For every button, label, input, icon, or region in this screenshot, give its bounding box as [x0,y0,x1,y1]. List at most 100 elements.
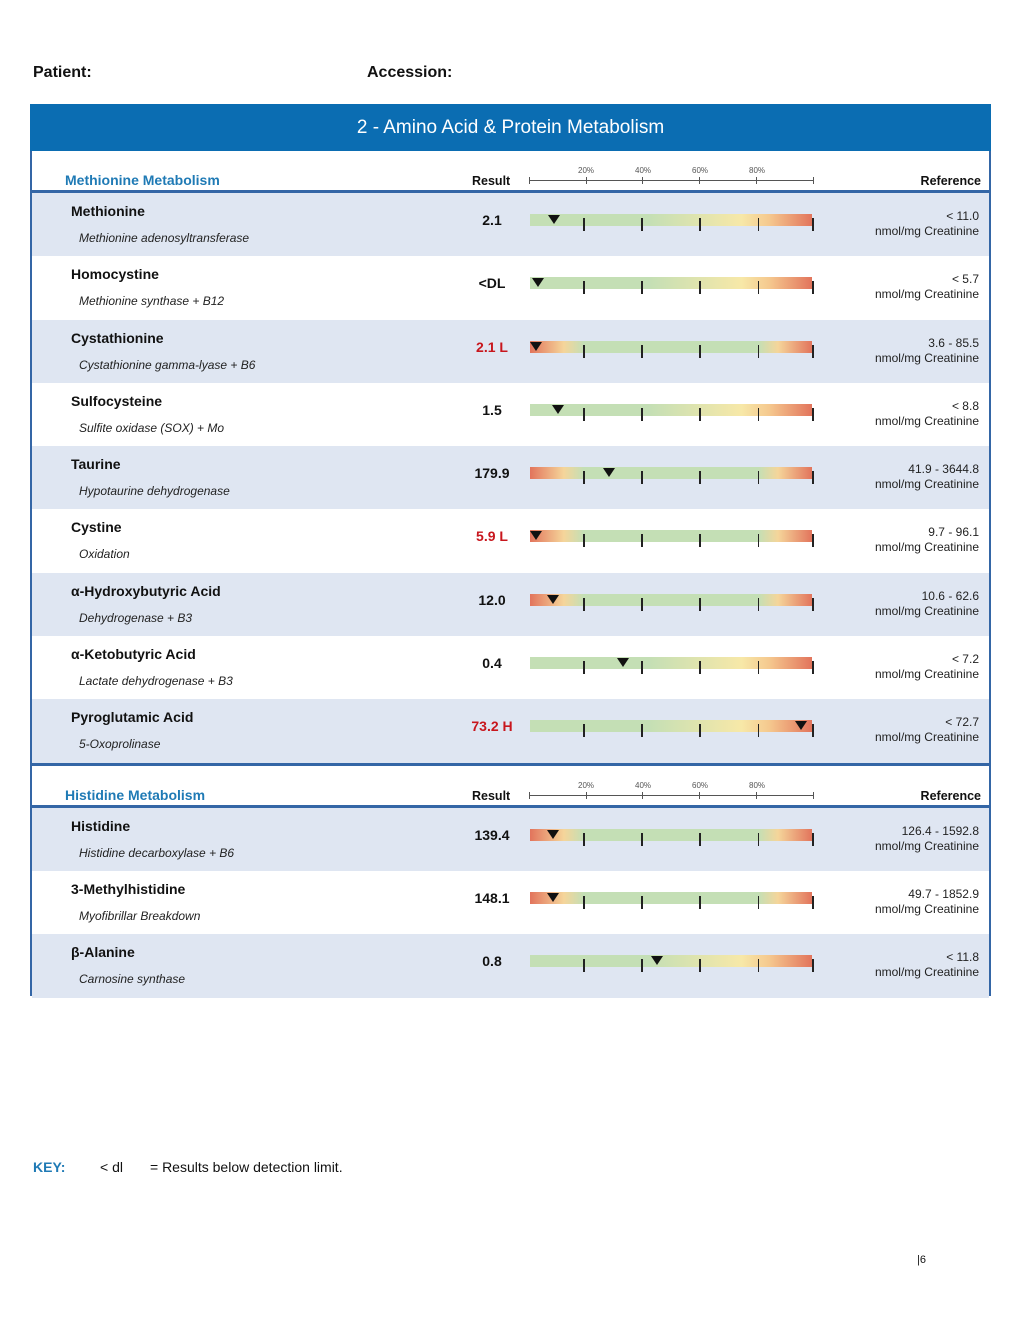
analyte-name: α-Ketobutyric Acid [71,646,196,663]
result-value: 139.4 [474,826,510,843]
reference-range: < 11.8 nmol/mg Creatinine [875,950,979,980]
reference-value: 10.6 - 62.6 [921,588,979,603]
analyte-row: Homocystine Methionine synthase + B12 <DL <… [32,256,989,319]
reference-value: 41.9 - 3644.8 [908,462,979,477]
axis-tick [755,177,757,184]
percentile-bar [530,277,814,295]
analyte-row: Cystathionine Cystathionine gamma-lyase +… [32,319,989,383]
section-title: Methionine Metabolism [65,172,220,188]
result-value: 12.0 [478,591,506,608]
reference-range: 41.9 - 3644.8 nmol/mg Creatinine [875,462,979,492]
analyte-row: α-Ketobutyric Acid Lactate dehydrogenase … [32,636,989,699]
enzyme-cofactor: Methionine adenosyltransferase [79,231,250,245]
enzyme-cofactor: Oxidation [79,547,130,562]
reference-value: < 5.7 [951,272,979,287]
result-value: <DL [478,275,506,292]
axis-label: 20% [577,166,595,175]
bar-tick [757,534,760,548]
reference-unit: nmol/mg Creatinine [874,350,979,365]
bar-tick [812,661,814,675]
axis-tick [529,177,530,184]
bar-tick [757,832,760,846]
reference-unit: nmol/mg Creatinine [874,224,979,238]
reference-range: < 72.7 nmol/mg Creatinine [875,715,979,745]
axis-label: 60% [691,166,709,175]
sections-container: Methionine Metabolism Result 20% 40% 60% 80% R… [32,151,989,998]
axis-label: 80% [748,780,766,790]
analyte-name: β-Alanine [71,944,135,961]
result-marker-icon [602,468,615,478]
bar-tick [583,407,585,421]
reference-unit: nmol/mg Creatinine [874,603,979,618]
axis-tick [755,791,757,799]
reference-range: < 5.7 nmol/mg Creatinine [875,272,979,302]
bar-tick [641,597,643,611]
section-header: Histidine Metabolism Result 20% 40% 60% 80% Re… [32,766,989,808]
axis-label: 40% [634,780,652,790]
enzyme-cofactor: Myofibrillar Breakdown [79,908,201,923]
result-marker-icon [546,594,559,604]
reference-column-label: Reference [920,788,981,803]
accession-label: Accession: [367,64,453,81]
reference-value: < 7.2 [951,652,979,667]
bar-tick [699,895,701,909]
reference-range: 3.6 - 85.5 nmol/mg Creatinine [875,336,979,366]
bar-tick [757,597,760,611]
analyte-name: Methionine [71,203,145,219]
analyte-row: Pyroglutamic Acid 5-Oxoprolinase 73.2 H < 7… [32,699,989,763]
axis-tick [585,791,587,799]
analyte-name: Pyroglutamic Acid [71,709,194,726]
result-value: 1.5 [482,401,502,418]
bar-tick [812,597,814,611]
percentile-axis: 20% 40% 60% 80% [529,166,814,184]
reference-value: < 72.7 [945,715,979,730]
percentile-bar [529,340,814,358]
result-value: 2.1 L [476,338,508,355]
analyte-row: Histidine Histidine decarboxylase + B6 139… [32,807,989,871]
bar-tick [699,661,701,675]
bar-tick [757,661,760,675]
axis-tick [585,177,587,184]
percentile-bar [530,657,814,675]
reference-range: < 11.0 nmol/mg Creatinine [875,209,979,239]
key-symbol: < dl [100,1159,123,1175]
enzyme-cofactor: Histidine decarboxylase + B6 [79,845,235,860]
result-marker-icon [552,404,565,414]
axis-label: 80% [748,166,766,175]
analyte-name: Taurine [71,456,121,473]
analyte-name: Homocystine [71,266,159,283]
result-value: 179.9 [474,465,510,482]
result-value: 0.8 [482,953,502,970]
bar-tick [699,471,701,485]
axis-label: 20% [577,780,595,790]
result-value: 2.1 [482,212,502,228]
enzyme-cofactor: Methionine synthase + B12 [79,294,225,309]
reference-value: < 11.0 [946,209,979,223]
reference-range: < 8.8 nmol/mg Creatinine [875,399,979,429]
bar-tick [699,407,701,421]
axis-tick [642,791,644,799]
reference-range: 49.7 - 1852.9 nmol/mg Creatinine [875,887,979,917]
percentile-bar [529,530,814,548]
key-text: = Results below detection limit. [150,1159,343,1175]
axis-tick [529,791,530,799]
result-marker-icon [529,341,542,351]
bar-tick [641,832,643,846]
key-legend: KEY: < dl = Results below detection limit. [33,1159,343,1175]
reference-unit: nmol/mg Creatinine [874,540,979,555]
bar-tick [583,597,585,611]
reference-unit: nmol/mg Creatinine [874,477,979,492]
bar-tick [757,344,760,358]
bar-tick [699,218,701,231]
bar-tick [812,895,814,909]
bar-tick [757,281,760,295]
bar-tick [583,724,585,738]
enzyme-cofactor: Hypotaurine dehydrogenase [79,484,230,499]
enzyme-cofactor: 5-Oxoprolinase [79,737,161,752]
reference-range: 9.7 - 96.1 nmol/mg Creatinine [875,525,979,555]
section-divider [32,762,989,766]
section-title: Histidine Metabolism [65,786,206,803]
bar-tick [699,597,701,611]
reference-unit: nmol/mg Creatinine [874,667,979,682]
bar-tick [641,895,643,909]
